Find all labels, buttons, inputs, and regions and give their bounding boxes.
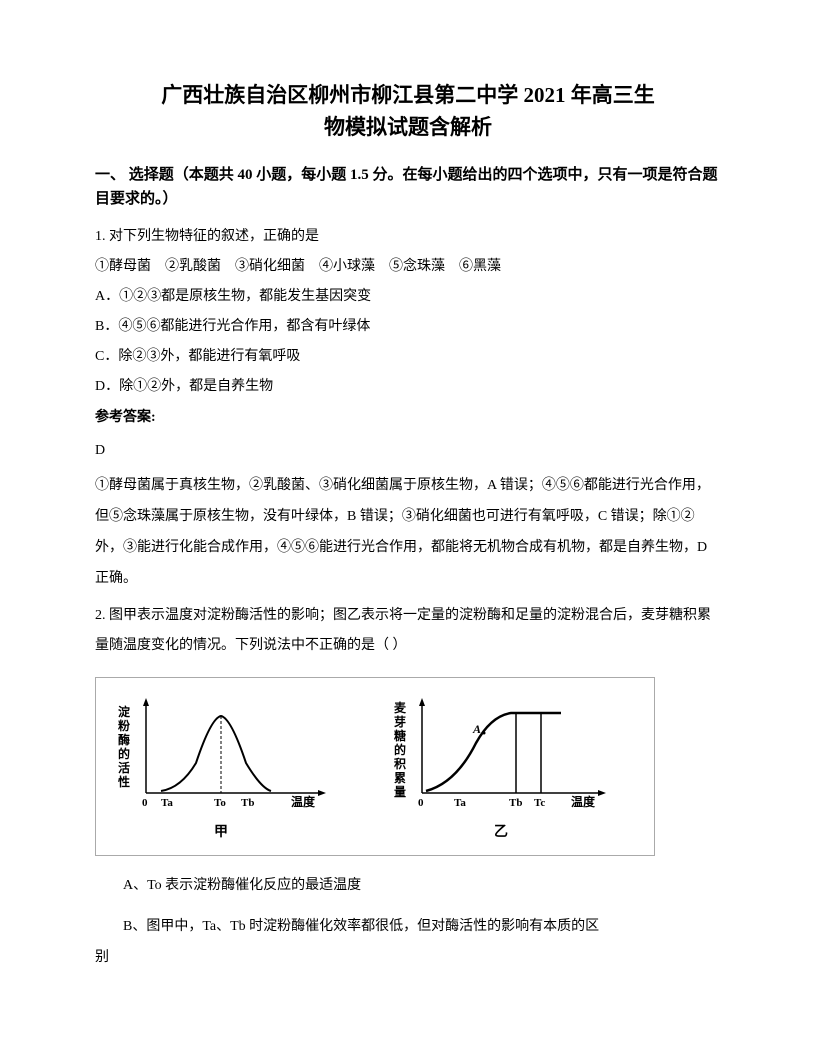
chart1-box: 淀 粉 酶 的 活 性 0 Ta To Tb 温度 甲: [106, 688, 336, 845]
chart1-ylabel-5: 活: [118, 760, 130, 775]
q2-optB-line1: B、图甲中，Ta、Tb 时淀粉酶催化效率都很低，但对酶活性的影响有本质的区: [95, 912, 721, 943]
figure-container: 淀 粉 酶 的 活 性 0 Ta To Tb 温度 甲 麦: [95, 677, 655, 856]
chart1-tickTa: Ta: [161, 797, 173, 809]
section-header: 一、 选择题（本题共 40 小题，每小题 1.5 分。在每小题给出的四个选项中，…: [95, 163, 721, 211]
chart2-tickTa: Ta: [454, 797, 466, 809]
title-line2: 物模拟试题含解析: [95, 112, 721, 144]
chart2-pointA: A: [472, 722, 481, 736]
chart2-ylabel-3: 糖: [394, 728, 406, 743]
chart2-pointA-dot: [483, 732, 486, 735]
chart2-ylabel-2: 芽: [394, 714, 406, 729]
chart1-tick0: 0: [142, 797, 148, 809]
chart1-curve: [161, 716, 271, 791]
chart1-ylabel-3: 酶: [118, 732, 130, 747]
chart1-xlabel: 温度: [291, 794, 316, 809]
title-line1: 广西壮族自治区柳州市柳江县第二中学 2021 年高三生: [95, 80, 721, 112]
q2-optA: A、To 表示淀粉酶催化反应的最适温度: [95, 871, 721, 902]
q1-answer-label: 参考答案:: [95, 405, 721, 430]
chart2-tickTb: Tb: [509, 797, 522, 809]
chart1-label: 甲: [214, 820, 228, 845]
chart1-ylabel-2: 粉: [118, 718, 130, 733]
chart1-tickTo: To: [214, 797, 226, 809]
chart1-xarrow: [318, 790, 326, 796]
chart2-xarrow: [598, 790, 606, 796]
q1-optD: D．除①②外，都是自养生物: [95, 373, 721, 401]
chart2-xlabel: 温度: [571, 794, 596, 809]
chart1-ylabel-6: 性: [117, 774, 130, 789]
chart2-yarrow: [419, 698, 425, 706]
chart1-tickTb: Tb: [241, 797, 254, 809]
chart2-ylabel-5: 积: [394, 756, 406, 771]
q1-stem: 1. 对下列生物特征的叙述，正确的是: [95, 223, 721, 251]
q1-optC: C．除②③外，都能进行有氧呼吸: [95, 343, 721, 371]
q1-answer: D: [95, 438, 721, 463]
chart2-label: 乙: [494, 820, 508, 845]
chart2-tick0: 0: [418, 797, 424, 809]
chart1-yarrow: [143, 698, 149, 706]
chart2-svg: 麦 芽 糖 的 积 累 量 A 0 Ta Tb Tc 温度: [386, 688, 616, 818]
chart1-ylabel-4: 的: [118, 746, 130, 761]
q1-explanation: ①酵母菌属于真核生物，②乳酸菌、③硝化细菌属于原核生物，A 错误；④⑤⑥都能进行…: [95, 471, 721, 594]
q1-optA: A．①②③都是原核生物，都能发生基因突变: [95, 283, 721, 311]
chart2-ylabel-1: 麦: [394, 700, 407, 715]
chart2-tickTc: Tc: [534, 797, 545, 809]
q1-optB: B．④⑤⑥都能进行光合作用，都含有叶绿体: [95, 313, 721, 341]
chart2-ylabel-7: 量: [394, 785, 406, 799]
chart1-svg: 淀 粉 酶 的 活 性 0 Ta To Tb 温度: [106, 688, 336, 818]
chart2-box: 麦 芽 糖 的 积 累 量 A 0 Ta Tb Tc 温度: [386, 688, 616, 845]
q1-items: ①酵母菌 ②乳酸菌 ③硝化细菌 ④小球藻 ⑤念珠藻 ⑥黑藻: [95, 253, 721, 281]
q2-stem: 2. 图甲表示温度对淀粉酶活性的影响；图乙表示将一定量的淀粉酶和足量的淀粉混合后…: [95, 601, 721, 663]
q2-optB-line2: 别: [95, 943, 721, 974]
chart2-ylabel-4: 的: [394, 742, 406, 757]
chart2-ylabel-6: 累: [394, 771, 406, 785]
chart1-ylabel-1: 淀: [118, 704, 131, 719]
